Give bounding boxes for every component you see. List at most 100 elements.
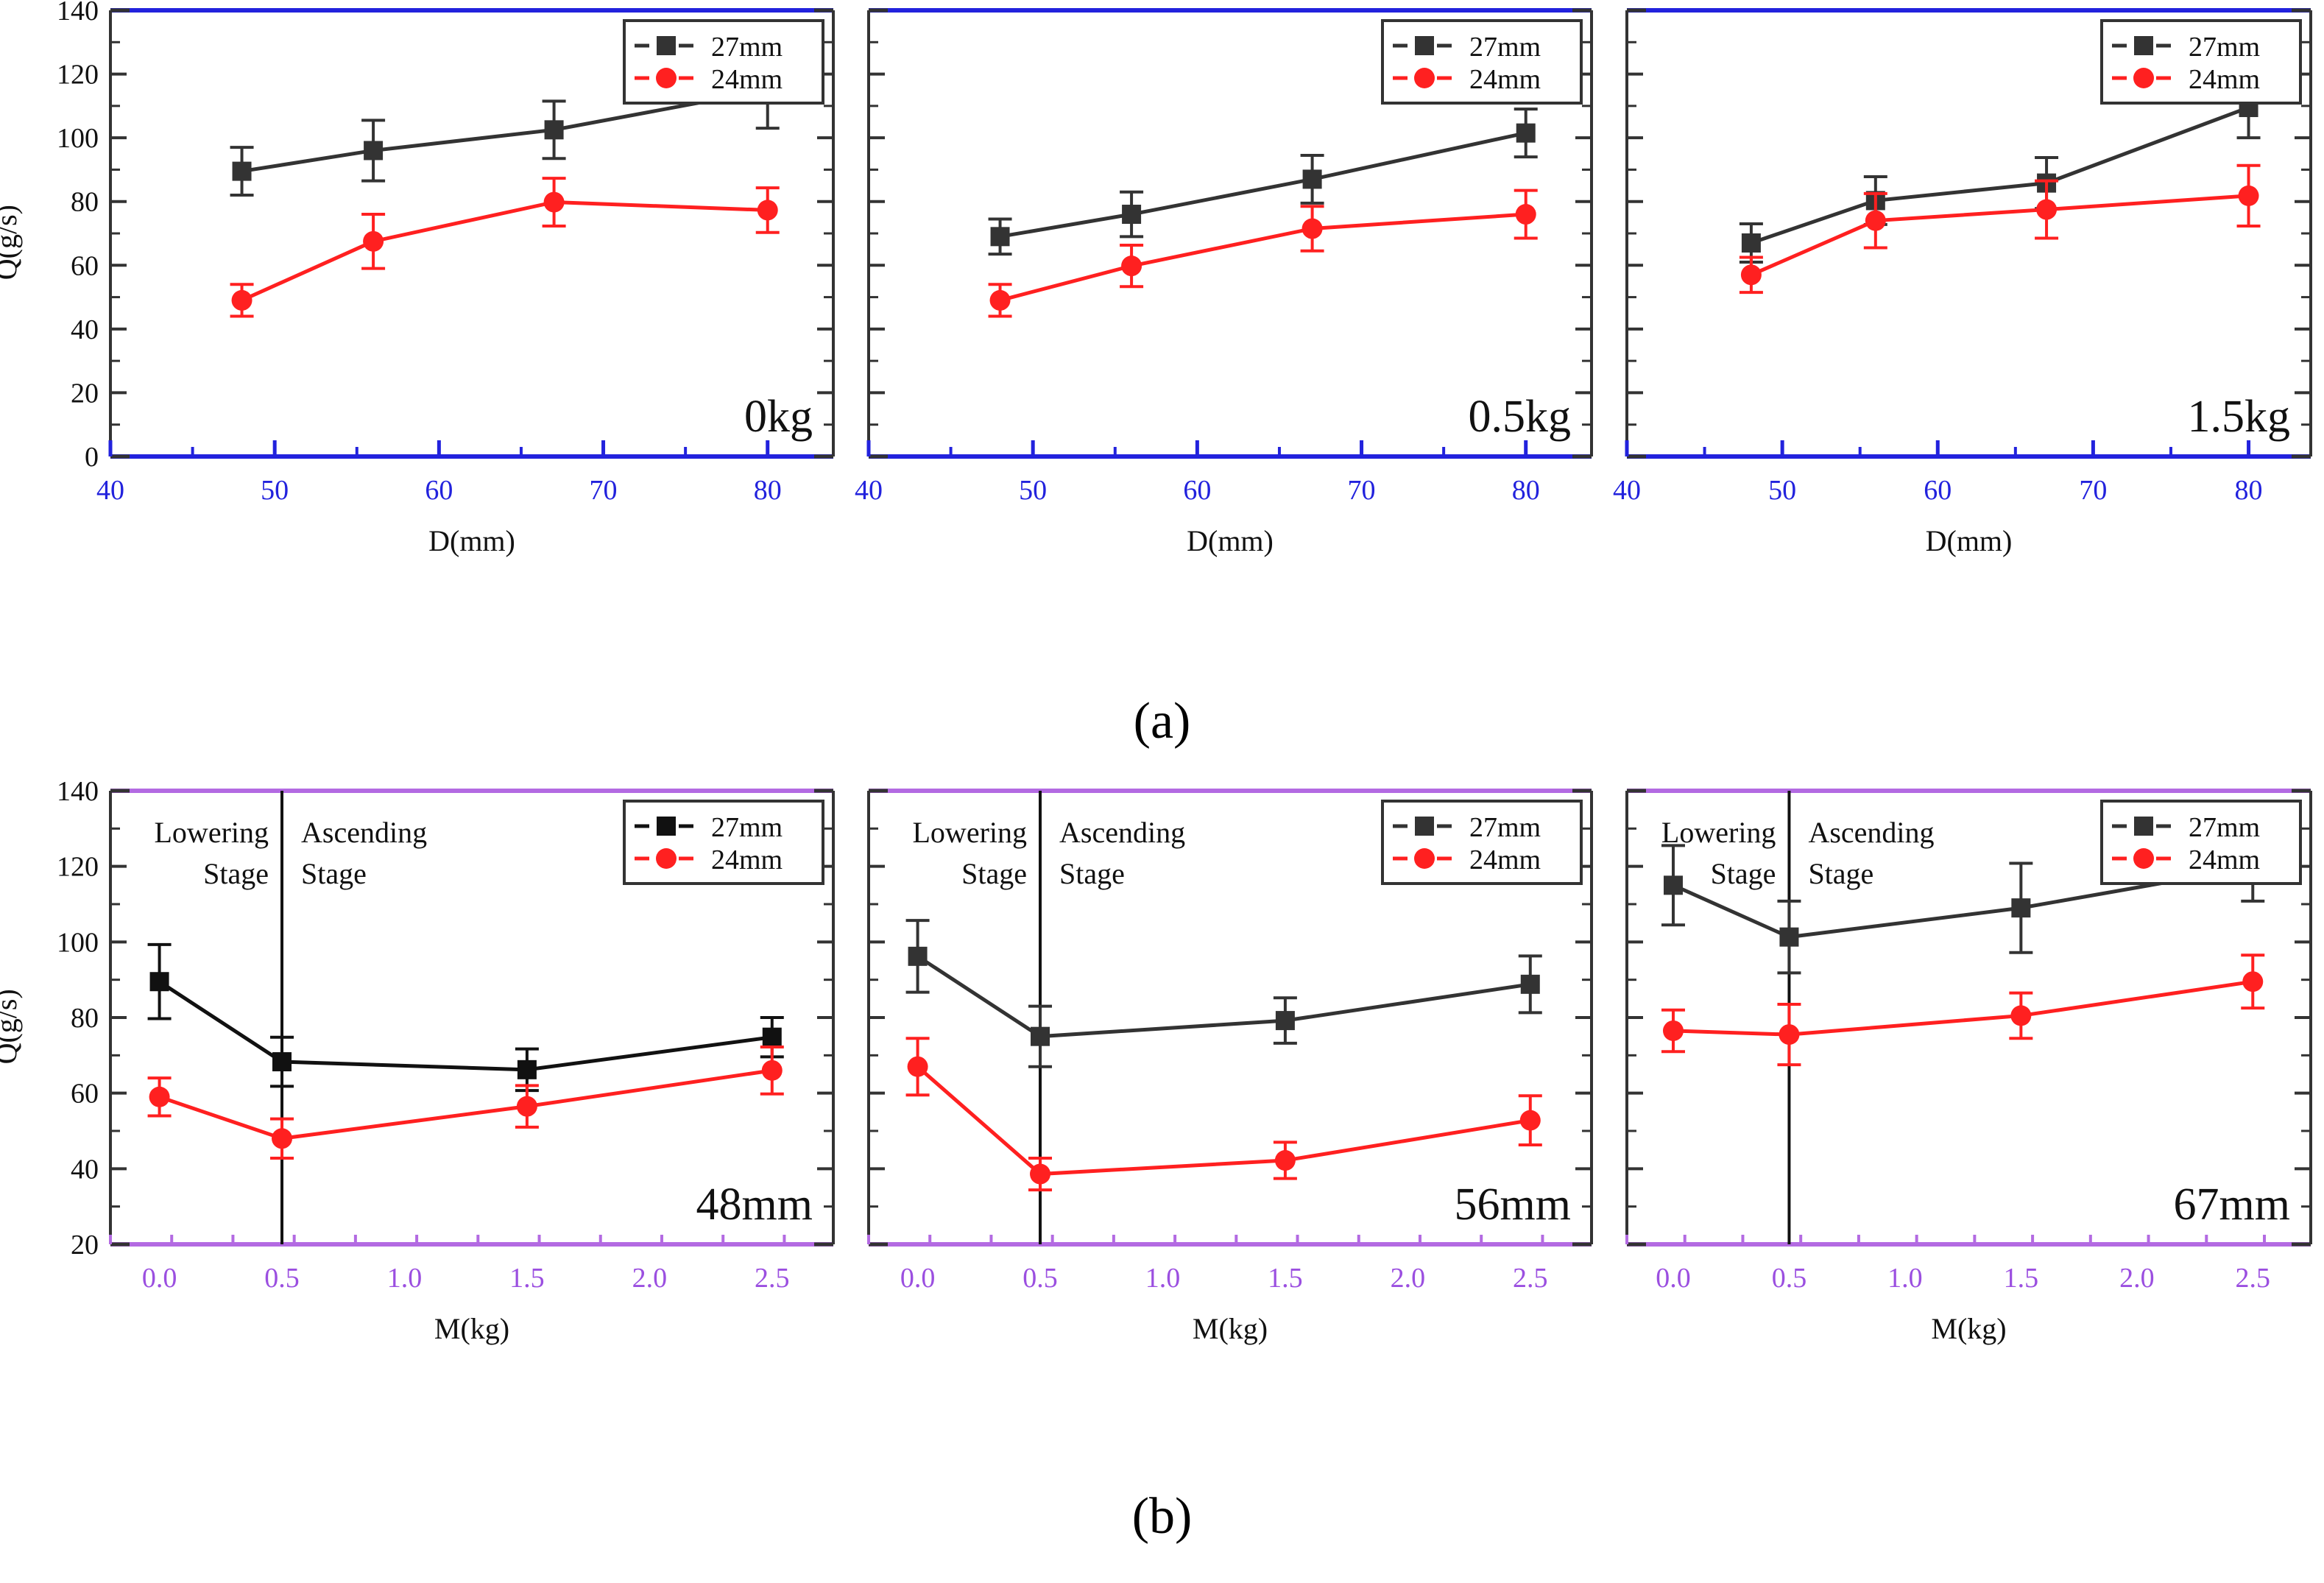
- data-point-marker: [1662, 1020, 1684, 1041]
- y-tick-label: 80: [71, 1003, 99, 1034]
- y-tick-label: 60: [71, 1079, 99, 1110]
- data-point-marker: [2036, 199, 2058, 220]
- legend-label-27mm: 27mm: [711, 32, 783, 63]
- data-point-marker: [1779, 927, 1799, 947]
- figure-row-b: 20 40 60 80 100 120 140 Q(g/s) 0.0 0.5 1.0 1.5 2.0 2.…: [0, 780, 2324, 1487]
- panel-corner-label: 0kg: [744, 392, 813, 442]
- data-point-marker: [1274, 1150, 1296, 1171]
- data-point-marker: [517, 1060, 537, 1079]
- y-axis-label: Q(g/s): [0, 989, 23, 1064]
- x-tick-label: 70: [1348, 475, 1376, 506]
- y-tick-label: 140: [57, 0, 99, 27]
- data-point-marker: [1031, 1026, 1050, 1046]
- chart-b2: 0.0 0.5 1.0 1.5 2.0 2.5 M(kg) Lowering Stage Asce…: [867, 789, 1593, 1345]
- panel-corner-label: 67mm: [2174, 1180, 2290, 1230]
- y-tick-label: 40: [71, 314, 99, 345]
- panel-a3: 40 50 60 70 80 D(mm) 1.5kg 27mm 24mm: [1605, 0, 2324, 692]
- ascending-stage-label: Ascending: [301, 816, 427, 849]
- x-tick-label: 50: [261, 475, 289, 506]
- lowering-stage-label: Lowering: [155, 816, 269, 849]
- series-line: [158, 980, 773, 1072]
- data-point-marker: [272, 1128, 293, 1149]
- data-point-marker: [1121, 255, 1142, 277]
- data-point-marker: [2010, 1005, 2032, 1026]
- data-point-marker: [1515, 204, 1536, 225]
- legend-marker-24mm: [656, 848, 677, 869]
- legend-marker-24mm: [1414, 68, 1435, 88]
- legend-box: [1381, 800, 1583, 885]
- x-tick-label: 0.5: [1772, 1263, 1807, 1294]
- panel-b3: 0.0 0.5 1.0 1.5 2.0 2.5 M(kg) Lowering Stage Asce…: [1605, 780, 2324, 1487]
- data-point-marker: [761, 1060, 783, 1081]
- series-line: [241, 88, 769, 174]
- legend-box: [623, 19, 824, 105]
- x-tick-label: 60: [425, 475, 453, 506]
- data-point-marker: [1741, 233, 1761, 253]
- data-point-marker: [543, 191, 565, 213]
- series-line: [158, 1068, 773, 1140]
- data-point-marker: [231, 289, 252, 311]
- data-point-marker: [908, 946, 928, 966]
- lowering-stage-label: Lowering: [1661, 816, 1776, 849]
- x-tick-label: 1.0: [387, 1263, 423, 1294]
- chart-b1: 20 40 60 80 100 120 140 Q(g/s) 0.0 0.5 1.0 1.5 2.0 2.…: [0, 780, 835, 1345]
- y-axis-label: Q(g/s): [0, 205, 23, 280]
- figure-row-a: 0 20 40 60 80 100 120 140 Q(g/s) 40 50 60 70 80 D(mm) 0…: [0, 0, 2324, 692]
- y-tick-label: 100: [57, 927, 99, 958]
- legend-marker-24mm: [2133, 848, 2154, 869]
- legend-box: [1381, 19, 1583, 105]
- series-27mm: [147, 942, 784, 1093]
- x-tick-label: 70: [590, 475, 618, 506]
- data-point-marker: [1302, 169, 1322, 189]
- legend-label-24mm: 24mm: [1469, 845, 1541, 875]
- x-tick-label: 0.5: [264, 1263, 300, 1294]
- x-tick-label: 1.5: [2004, 1263, 2039, 1294]
- series-line: [999, 212, 1526, 303]
- legend-label-24mm: 24mm: [2189, 845, 2260, 875]
- data-point-marker: [1740, 264, 1762, 286]
- y-tick-label: 20: [71, 1230, 99, 1261]
- series-24mm: [1739, 163, 2261, 295]
- lowering-stage-label-2: Stage: [961, 857, 1027, 890]
- x-tick-label: 1.0: [1887, 1263, 1923, 1294]
- x-tick-label: 0.0: [900, 1263, 936, 1294]
- panel-b2: 0.0 0.5 1.0 1.5 2.0 2.5 M(kg) Lowering Stage Asce…: [847, 780, 1605, 1487]
- legend-marker-27mm: [2134, 36, 2153, 55]
- legend-label-27mm: 27mm: [1469, 32, 1541, 63]
- legend-label-27mm: 27mm: [711, 812, 783, 843]
- x-axis-label: D(mm): [428, 524, 515, 557]
- legend-marker-27mm: [1415, 817, 1434, 836]
- legend-label-24mm: 24mm: [711, 845, 783, 875]
- ascending-stage-label-2: Stage: [301, 857, 367, 890]
- series-line: [916, 954, 1531, 1039]
- x-tick-label: 2.5: [755, 1263, 790, 1294]
- x-tick-label: 1.0: [1145, 1263, 1181, 1294]
- y-tick-label: 0: [85, 442, 99, 473]
- ascending-stage-label-2: Stage: [1059, 857, 1125, 890]
- data-point-marker: [516, 1096, 537, 1117]
- legend-label-27mm: 27mm: [1469, 812, 1541, 843]
- x-axis-label: M(kg): [434, 1312, 509, 1345]
- data-point-marker: [2242, 971, 2264, 993]
- legend-label-24mm: 24mm: [1469, 64, 1541, 95]
- data-point-marker: [1275, 1011, 1295, 1031]
- data-point-marker: [1516, 123, 1536, 143]
- series-line: [1000, 131, 1527, 239]
- series-24mm: [147, 1046, 784, 1160]
- x-tick-label: 2.5: [1513, 1263, 1548, 1294]
- data-point-marker: [1865, 210, 1886, 231]
- legend-marker-27mm: [657, 36, 676, 55]
- data-point-marker: [272, 1052, 292, 1072]
- legend-marker-27mm: [657, 817, 676, 836]
- x-tick-label: 1.5: [1268, 1263, 1303, 1294]
- x-tick-label: 2.0: [632, 1263, 668, 1294]
- ascending-stage-label-2: Stage: [1808, 857, 1873, 890]
- lowering-stage-label-2: Stage: [203, 857, 269, 890]
- legend-label-24mm: 24mm: [2189, 64, 2260, 95]
- data-point-marker: [1520, 974, 1540, 994]
- x-tick-label: 70: [2079, 475, 2107, 506]
